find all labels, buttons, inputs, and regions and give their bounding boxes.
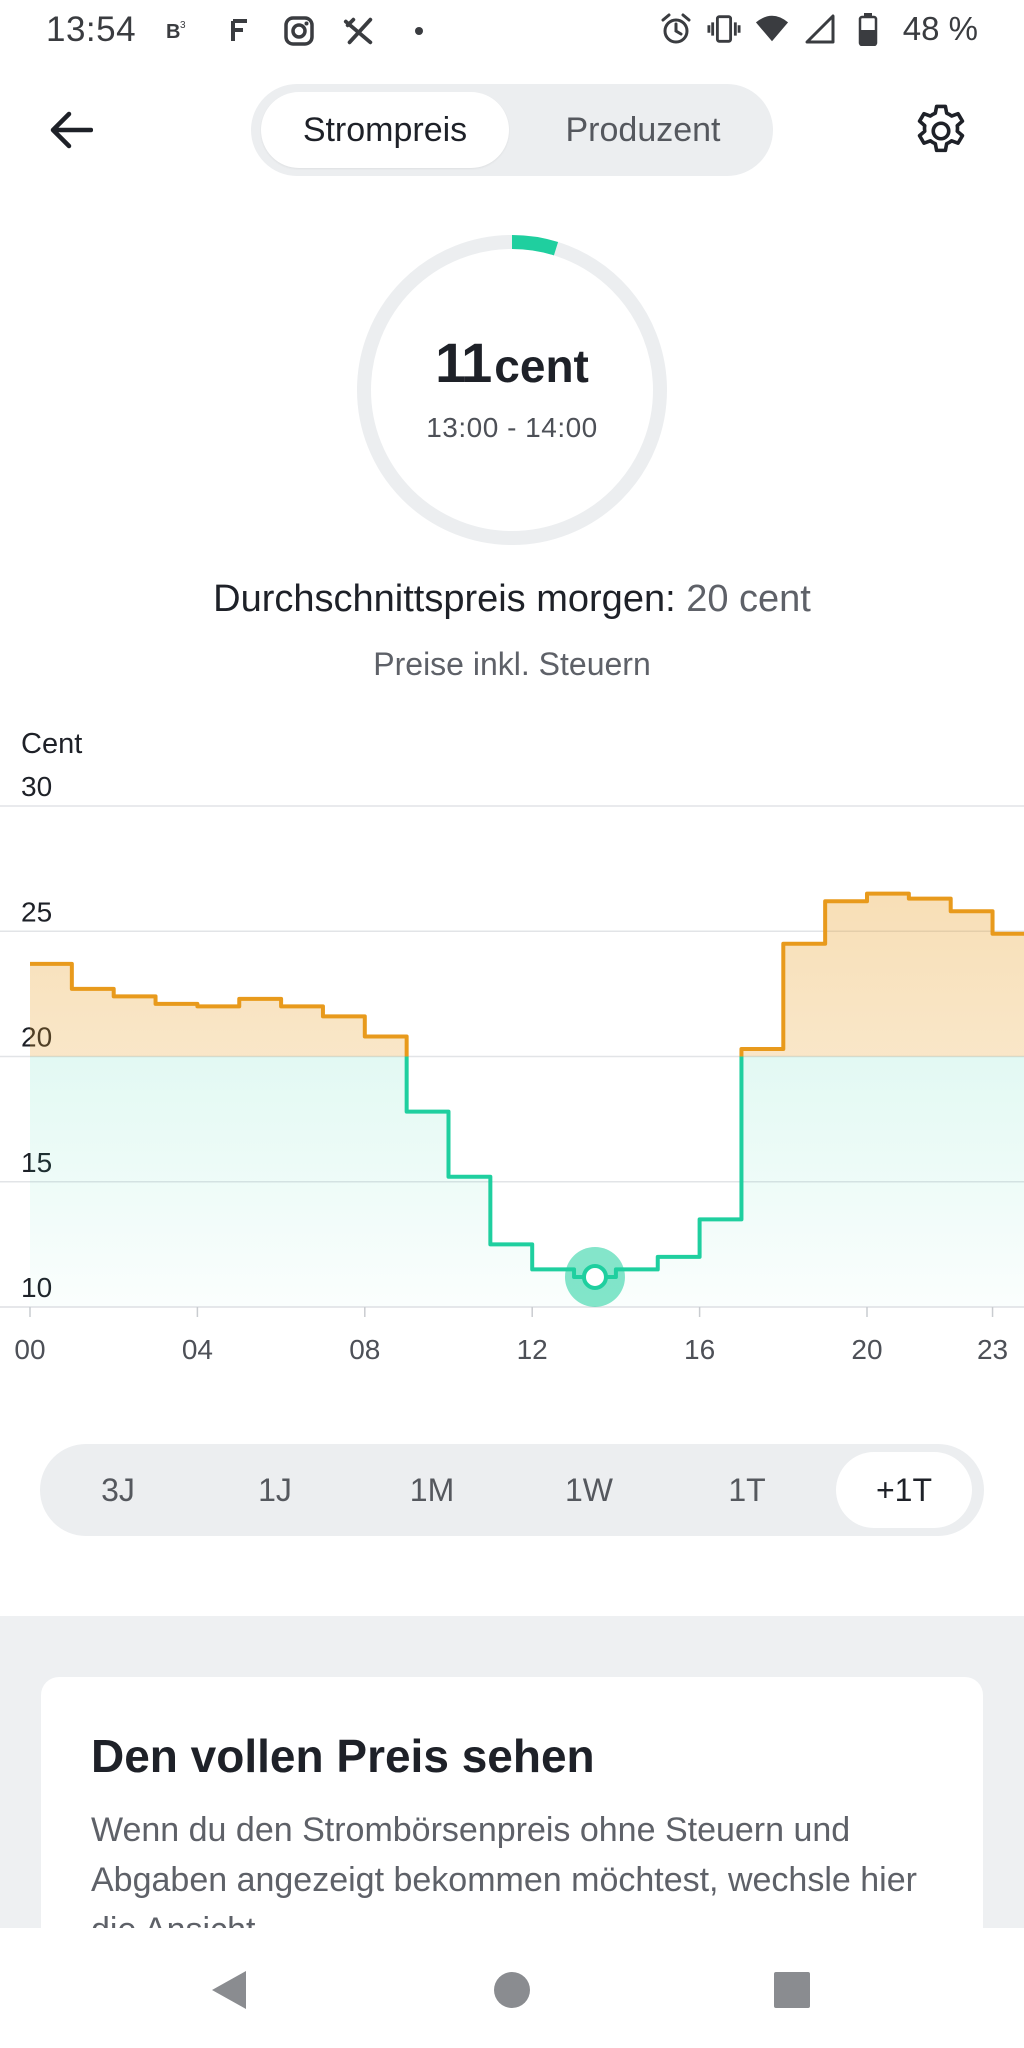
x-tick-label: 00: [14, 1334, 45, 1360]
back-button[interactable]: [40, 100, 102, 160]
nav-recents-button[interactable]: [764, 1962, 820, 2018]
area-above-average: [30, 893, 1024, 1057]
info-card-title: Den vollen Preis sehen: [91, 1730, 595, 1782]
x-tick-label: 12: [517, 1334, 548, 1360]
current-price: 11cent: [354, 330, 670, 395]
back-triangle-icon: [212, 1971, 246, 2009]
y-tick-label: 25: [21, 896, 52, 927]
arrow-left-icon: [50, 111, 93, 149]
current-price-value: 11: [435, 331, 492, 394]
system-icons: 48 %: [659, 10, 978, 48]
f-app-icon: [222, 12, 256, 50]
x-tick-label: 20: [851, 1334, 882, 1360]
area-below-average: [30, 1056, 1024, 1307]
x-tick-label: 08: [349, 1334, 380, 1360]
instagram-icon: [282, 12, 316, 50]
status-time: 13:54: [46, 10, 137, 49]
range-selector: 3J 1J 1M 1W 1T +1T: [40, 1444, 984, 1536]
current-price-unit: cent: [494, 340, 589, 392]
battery-percent: 48 %: [902, 10, 978, 47]
settings-button[interactable]: [906, 98, 976, 164]
nav-home-button[interactable]: [484, 1962, 540, 2018]
selected-hour-marker: [581, 1263, 608, 1290]
x-tick-label: 16: [684, 1334, 715, 1360]
x-tick-label: 04: [182, 1334, 213, 1360]
range-1m-button[interactable]: 1M: [409, 1471, 455, 1508]
x-tick-label: 23: [977, 1334, 1008, 1360]
tools-icon: [342, 12, 376, 50]
range-1j-button[interactable]: 1J: [258, 1471, 292, 1508]
price-line-above: [30, 891, 1024, 1057]
average-price-label: Durchschnittspreis morgen:: [213, 578, 676, 620]
y-tick-label: 30: [21, 771, 52, 802]
system-nav-bar: [0, 1928, 1024, 2048]
range-plus1t-button[interactable]: +1T: [836, 1452, 972, 1528]
battery-icon: [851, 10, 885, 48]
svg-text:3: 3: [180, 20, 186, 31]
range-1w-button[interactable]: 1W: [565, 1471, 613, 1508]
gauge-progress-arc: [511, 235, 559, 256]
alarm-icon: [659, 10, 693, 48]
view-toggle: Strompreis Produzent: [251, 84, 773, 176]
price-chart[interactable]: 302520151000040812162023: [0, 720, 1024, 1360]
tab-produzent[interactable]: Produzent: [565, 110, 721, 149]
signal-icon: [803, 10, 837, 48]
current-time-range: 13:00 - 14:00: [426, 412, 598, 443]
wifi-icon: [755, 10, 789, 48]
gear-icon: [917, 104, 965, 153]
average-price-value: 20 cent: [686, 578, 811, 620]
recents-square-icon: [774, 1972, 810, 2008]
range-3j-button[interactable]: 3J: [101, 1471, 135, 1508]
tax-note: Preise inkl. Steuern: [373, 646, 651, 682]
range-1t-button[interactable]: 1T: [728, 1471, 766, 1508]
price-line-below: [404, 1056, 744, 1279]
average-price: Durchschnittspreis morgen: 20 cent: [0, 578, 1024, 621]
chart-y-axis-title: Cent: [21, 728, 83, 760]
price-gauge: [357, 235, 667, 545]
price-chart-svg: 302520151000040812162023: [0, 771, 1024, 1360]
info-card[interactable]: Den vollen Preis sehen Wenn du den Strom…: [41, 1677, 983, 1977]
svg-text:B: B: [166, 21, 180, 43]
vibrate-icon: [707, 10, 741, 48]
nav-back-button[interactable]: [200, 1962, 256, 2018]
tab-strompreis[interactable]: Strompreis: [261, 92, 509, 168]
home-circle-icon: [494, 1972, 530, 2008]
dot-icon: [402, 12, 436, 50]
